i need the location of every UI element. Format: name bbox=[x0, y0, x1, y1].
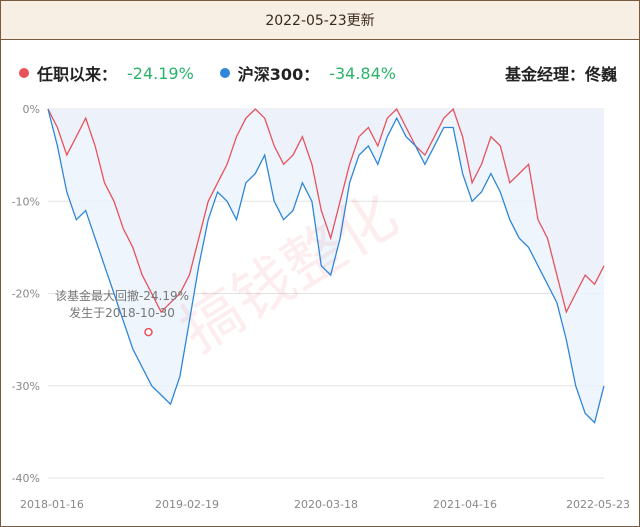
area-fills bbox=[48, 109, 604, 423]
drawdown-point bbox=[144, 327, 153, 337]
index-legend-value: -34.84% bbox=[329, 63, 396, 83]
index-legend-label: 沪深300： bbox=[237, 65, 320, 84]
annotation-line1: 该基金最大回撤-24.19% bbox=[55, 288, 189, 303]
fund-series-line bbox=[47, 107, 605, 314]
legend: 任职以来： -24.19% 沪深300： -34.84% 基金经理：佟巍 bbox=[19, 61, 617, 85]
update-header: 2022-05-23更新 bbox=[1, 1, 639, 40]
y-tick-label: -20% bbox=[12, 288, 40, 301]
fund-legend-value: -24.19% bbox=[127, 63, 194, 83]
fund-legend-dot bbox=[19, 68, 29, 78]
x-tick-label: 2021-04-16 bbox=[433, 498, 497, 511]
fund-manager-label: 基金经理：佟巍 bbox=[504, 65, 617, 84]
x-tick-label: 2018-01-16 bbox=[20, 498, 84, 511]
y-tick-label: -10% bbox=[12, 195, 40, 208]
y-tick-label: 0% bbox=[23, 103, 40, 116]
annotation-line2: 发生于2018-10-30 bbox=[69, 305, 175, 320]
update-date-text: 2022-05-23更新 bbox=[265, 13, 375, 29]
y-tick-label: -30% bbox=[12, 380, 40, 393]
x-tick-label: 2020-03-18 bbox=[294, 498, 358, 511]
x-tick-label: 2022-05-23 bbox=[566, 498, 630, 511]
index-legend-dot bbox=[219, 68, 230, 78]
max-drawdown-marker bbox=[144, 327, 153, 337]
x-tick-label: 2019-02-19 bbox=[155, 498, 219, 511]
series-lines bbox=[47, 107, 605, 424]
fund-legend-label: 任职以来： bbox=[37, 65, 118, 84]
index-series-line bbox=[47, 108, 605, 424]
y-tick-label: -40% bbox=[12, 472, 40, 485]
index-area-fill bbox=[48, 109, 604, 423]
y-axis-labels: 0% -10% -20% -30% -40% bbox=[12, 103, 40, 485]
x-axis-labels: 2018-01-16 2019-02-19 2020-03-18 2021-04-16… bbox=[20, 498, 630, 511]
